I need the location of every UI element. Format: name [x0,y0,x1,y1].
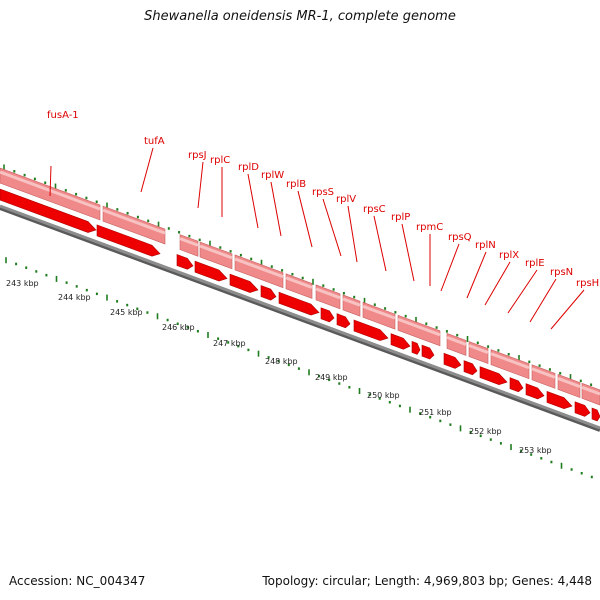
gene-label: rpmC [416,222,443,233]
gene-label: rpsS [312,187,334,198]
gene-band-highlight [397,317,441,337]
gene-leader-line [373,215,387,272]
gene-arrow [546,390,573,409]
gene-leader-line [507,269,538,314]
gene-label: rplW [261,170,284,181]
gene-arrow [390,333,411,350]
gene-label: rplV [336,194,356,205]
gene-arrow [229,273,259,293]
gene-arrow-track [0,188,600,422]
gene-leader-line [197,161,204,209]
gene-label: fusA-1 [47,110,79,121]
gene-band-highlight [234,257,284,279]
backbone-line [0,204,600,430]
kbp-label: 246 kbp [162,323,195,332]
gene-leader-line [247,173,259,229]
gene-leader-line [270,181,282,237]
backbone-dark [0,206,600,432]
kbp-label: 245 kbp [110,308,143,317]
gene-arrow [479,366,508,385]
gene-arrow [591,407,600,422]
gene-arrow [509,377,524,393]
gene-arrow [443,352,462,369]
gene-leader-line [466,251,487,299]
gene-band-highlight [362,304,396,320]
gene-band-highlight [581,385,600,396]
gene-label: rplE [525,258,545,269]
gene-band-highlight [531,367,556,379]
kbp-label: 249 kbp [315,373,348,382]
gene-band-highlight [179,237,199,247]
gene-label: rpsH [576,278,599,289]
gene-label: rpsJ [188,150,207,161]
kbp-label: 244 kbp [58,293,91,302]
gene-arrow [421,344,435,360]
gene-label: rpsC [363,204,386,215]
kbp-label: 253 kbp [519,446,552,455]
gene-leader-line [49,165,52,197]
gene-label: rpsQ [448,232,472,243]
gene-band-highlight [557,377,581,389]
backbone-track [0,204,600,432]
gene-arrow [353,319,389,341]
gene-arrow [463,360,478,376]
gene-band-highlight [342,297,361,307]
gene-label: rpsN [550,267,573,278]
kbp-labels: 243 kbp 244 kbp 245 kbp 246 kbp 247 kbp 248 k… [6,279,552,455]
gene-leader-line [529,278,557,323]
gene-label: rplD [238,162,259,173]
gene-leader-line [322,198,342,257]
kbp-label: 250 kbp [367,391,400,400]
kbp-label: 247 kbp [213,339,246,348]
gene-leader-line [401,223,415,282]
gene-band-highlight [490,352,530,370]
gene-arrow [336,313,351,329]
gene-band-highlight [285,276,313,289]
gene-arrow [278,291,320,316]
gene-arrow [411,341,421,355]
kbp-label: 251 kbp [419,408,452,417]
gene-leader-line [297,190,313,248]
gene-leader-line [140,147,154,193]
gene-arrow [260,285,277,301]
label-leader-lines [49,147,585,330]
gene-arrow [574,401,591,417]
kbp-label: 252 kbp [469,427,502,436]
gene-label: rplB [286,179,306,190]
gene-label: rplX [499,250,519,261]
map-title: Shewanella oneidensis MR-1, complete gen… [144,9,456,24]
topology-summary: Topology: circular; Length: 4,969,803 bp… [262,574,592,588]
gene-band-highlight [102,208,166,235]
gene-arrow [320,307,335,323]
gene-arrow [525,383,545,400]
gene-band-highlight [468,344,489,354]
gene-arrow [0,188,97,233]
gene-arrow [96,224,161,257]
gene-leader-line [440,243,460,292]
gene-label: rplP [391,212,410,223]
gene-arrow [194,260,228,282]
kbp-label: 248 kbp [265,357,298,366]
gene-band-highlight [446,335,467,346]
gene-label: rplN [475,240,496,251]
accession-text: Accession: NC_004347 [9,574,146,588]
gene-band-track [0,167,600,406]
gene-label: tufA [144,136,165,147]
gene-leader-line [347,205,358,263]
gene-band-highlight [315,287,341,300]
gene-band-highlight [199,244,233,260]
kbp-label: 243 kbp [6,279,39,288]
gene-label: rplC [210,155,230,166]
gene-arrow [176,254,194,270]
gene-leader-line [550,289,585,330]
gene-leader-line [484,261,511,306]
